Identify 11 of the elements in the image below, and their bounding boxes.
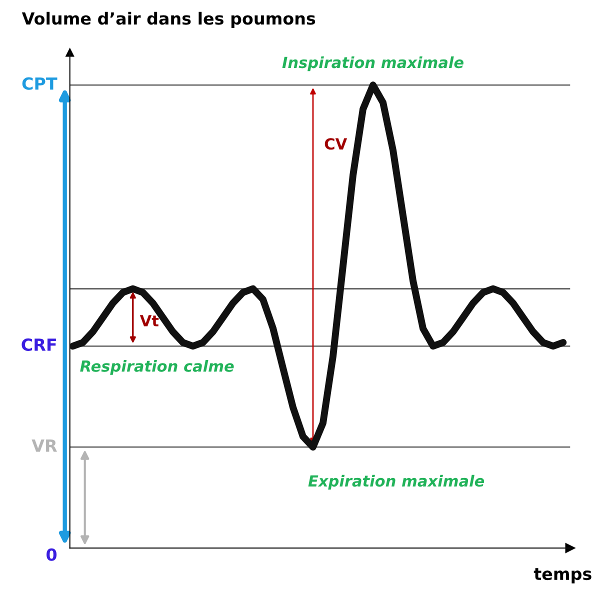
ref-line-label: 0 — [46, 548, 57, 561]
ref-line-label: CRF — [22, 338, 56, 351]
annotation: Respiration calme — [80, 360, 234, 375]
ref-line-label: CPT — [22, 77, 58, 90]
annotation: Vt — [140, 315, 159, 326]
x-axis-title: temps — [534, 568, 592, 584]
ref-line-label: VR — [32, 440, 58, 452]
annotation: Expiration maximale — [308, 474, 484, 490]
annotation: CV — [324, 138, 348, 150]
annotation: Inspiration maximale — [282, 56, 464, 72]
y-axis-title: Volume d’air dans les poumons — [22, 12, 316, 28]
